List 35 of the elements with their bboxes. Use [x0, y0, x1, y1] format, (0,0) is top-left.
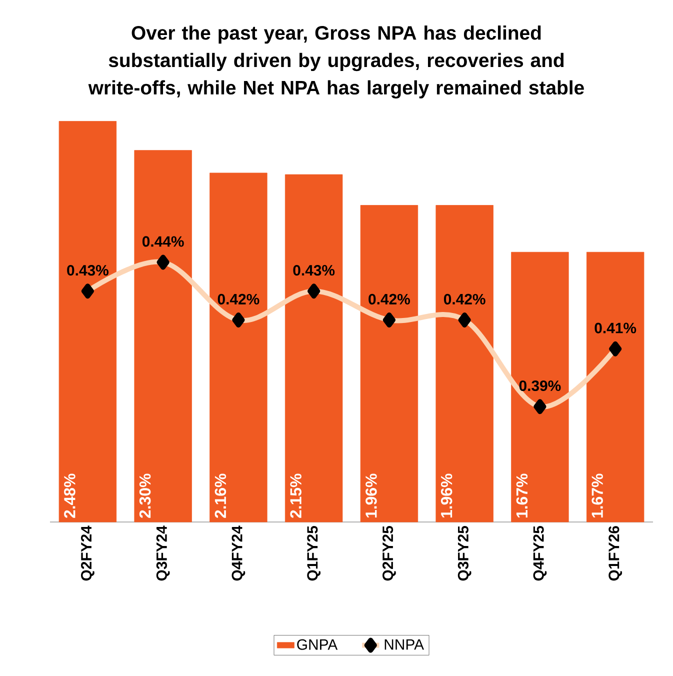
data-label: 0.42% — [218, 294, 260, 304]
bar — [436, 205, 494, 522]
data-label: 2.30% — [139, 474, 151, 518]
x-tick-label: Q3FY24 — [156, 526, 170, 581]
data-label: 0.44% — [142, 236, 184, 247]
data-label: 0.43% — [293, 265, 335, 276]
legend-label: GNPA — [297, 639, 338, 650]
data-label: 2.15% — [290, 474, 302, 518]
bar — [586, 252, 644, 522]
x-tick-label: Q1FY26 — [608, 526, 622, 581]
chart-title: Over the past year, Gross NPA has declined substantially driven by upgrades, recoveries and write-offs, while Net NPA has largely remained stable — [88, 25, 584, 98]
data-label: 1.67% — [516, 474, 528, 518]
x-tick-label: Q2FY24 — [81, 526, 94, 581]
legend-label: NNPA — [384, 639, 424, 650]
data-label: 2.48% — [64, 474, 76, 518]
bar — [360, 205, 418, 522]
x-tick-label: Q4FY24 — [232, 526, 246, 581]
bar — [210, 172, 268, 522]
data-label: 0.42% — [444, 294, 486, 304]
data-label: 0.39% — [519, 380, 561, 392]
x-tick-label: Q2FY25 — [382, 526, 396, 581]
data-label: 1.67% — [592, 474, 603, 518]
data-label: 0.41% — [594, 322, 636, 334]
data-label: 1.96% — [366, 474, 377, 518]
data-label: 0.42% — [368, 294, 410, 304]
bar — [134, 150, 192, 522]
data-label: 1.96% — [440, 474, 452, 518]
x-tick-label: Q4FY25 — [533, 526, 547, 581]
x-tick-label: Q3FY25 — [458, 526, 472, 581]
bar — [284, 174, 343, 522]
x-tick-label: Q1FY25 — [307, 526, 320, 581]
data-label: 0.43% — [67, 265, 108, 276]
bar — [511, 252, 569, 522]
data-label: 2.16% — [214, 474, 226, 518]
bar — [58, 121, 117, 522]
